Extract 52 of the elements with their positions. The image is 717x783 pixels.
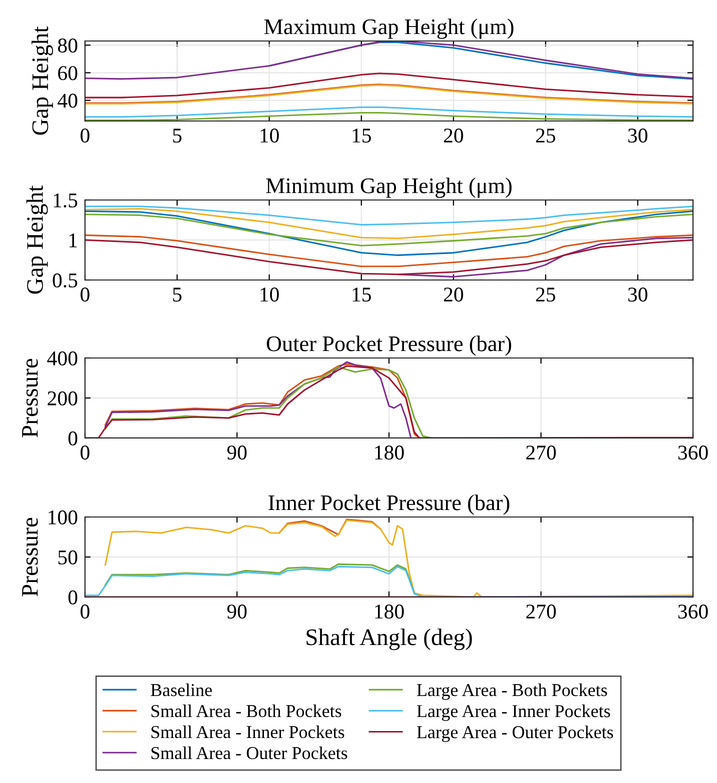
legend-label: Large Area - Inner Pockets [416, 704, 610, 721]
x-tick-label: 0 [80, 446, 90, 460]
y-tick-label: 1.5 [54, 193, 78, 208]
y-tick-label: 100 [48, 510, 78, 524]
legend-label: Small Area - Both Pockets [151, 704, 342, 718]
y-tick-label: 1 [69, 233, 77, 248]
x-tick-label: 270 [526, 604, 556, 619]
x-tick-label: 360 [678, 446, 708, 460]
chart-title: Outer Pocket Pressure (bar) [266, 336, 512, 356]
chart-title: Maximum Gap Height (μm) [264, 18, 514, 39]
x-tick-label: 10 [260, 288, 279, 302]
y-tick-label: 40 [58, 94, 78, 108]
legend-label: Small Area - Outer Pockets [151, 746, 348, 760]
x-tick-label: 5 [173, 288, 182, 302]
x-tick-label: 0 [80, 288, 90, 302]
x-tick-label: 180 [375, 604, 404, 619]
y-tick-label: 400 [47, 351, 78, 366]
x-tick-label: 270 [526, 446, 556, 460]
y-axis-title: Pressure [22, 358, 38, 438]
x-tick-label: 20 [444, 288, 464, 302]
chart-title: Minimum Gap Height (μm) [266, 178, 512, 198]
legend-label: Large Area - Outer Pockets [416, 726, 614, 742]
x-tick-label: 180 [375, 446, 404, 460]
x-tick-label: 360 [678, 604, 708, 619]
x-tick-label: 90 [227, 604, 247, 619]
legend-label: Large Area - Both Pockets [416, 683, 608, 700]
y-tick-label: 0 [68, 431, 78, 446]
x-axis-title: Shaft Angle (deg) [306, 628, 472, 650]
legend-label: Baseline [150, 683, 212, 696]
x-tick-label: 30 [628, 288, 648, 302]
x-tick-label: 90 [227, 446, 247, 460]
chart-title: Inner Pocket Pressure (bar) [268, 494, 510, 515]
y-axis-title: Pressure [22, 518, 38, 596]
legend-label: Small Area - Inner Pockets [151, 725, 344, 738]
y-tick-label: 200 [48, 391, 78, 406]
y-tick-label: 80 [58, 38, 78, 53]
y-axis-title: Gap Height [32, 26, 54, 135]
y-tick-label: 50 [58, 550, 78, 564]
x-tick-label: 10 [260, 128, 279, 143]
y-tick-label: 60 [58, 66, 78, 80]
x-tick-label: 5 [173, 128, 182, 143]
x-tick-label: 0 [80, 128, 90, 143]
x-tick-label: 20 [444, 128, 464, 143]
x-tick-label: 25 [536, 128, 556, 143]
x-tick-label: 25 [536, 288, 556, 302]
y-tick-label: 0.5 [52, 273, 78, 288]
x-tick-label: 0 [80, 604, 90, 619]
x-tick-label: 30 [628, 128, 648, 143]
y-axis-title: Gap Height [26, 185, 48, 294]
x-tick-label: 15 [352, 128, 371, 143]
x-tick-label: 15 [352, 288, 371, 302]
y-tick-label: 0 [68, 590, 78, 604]
